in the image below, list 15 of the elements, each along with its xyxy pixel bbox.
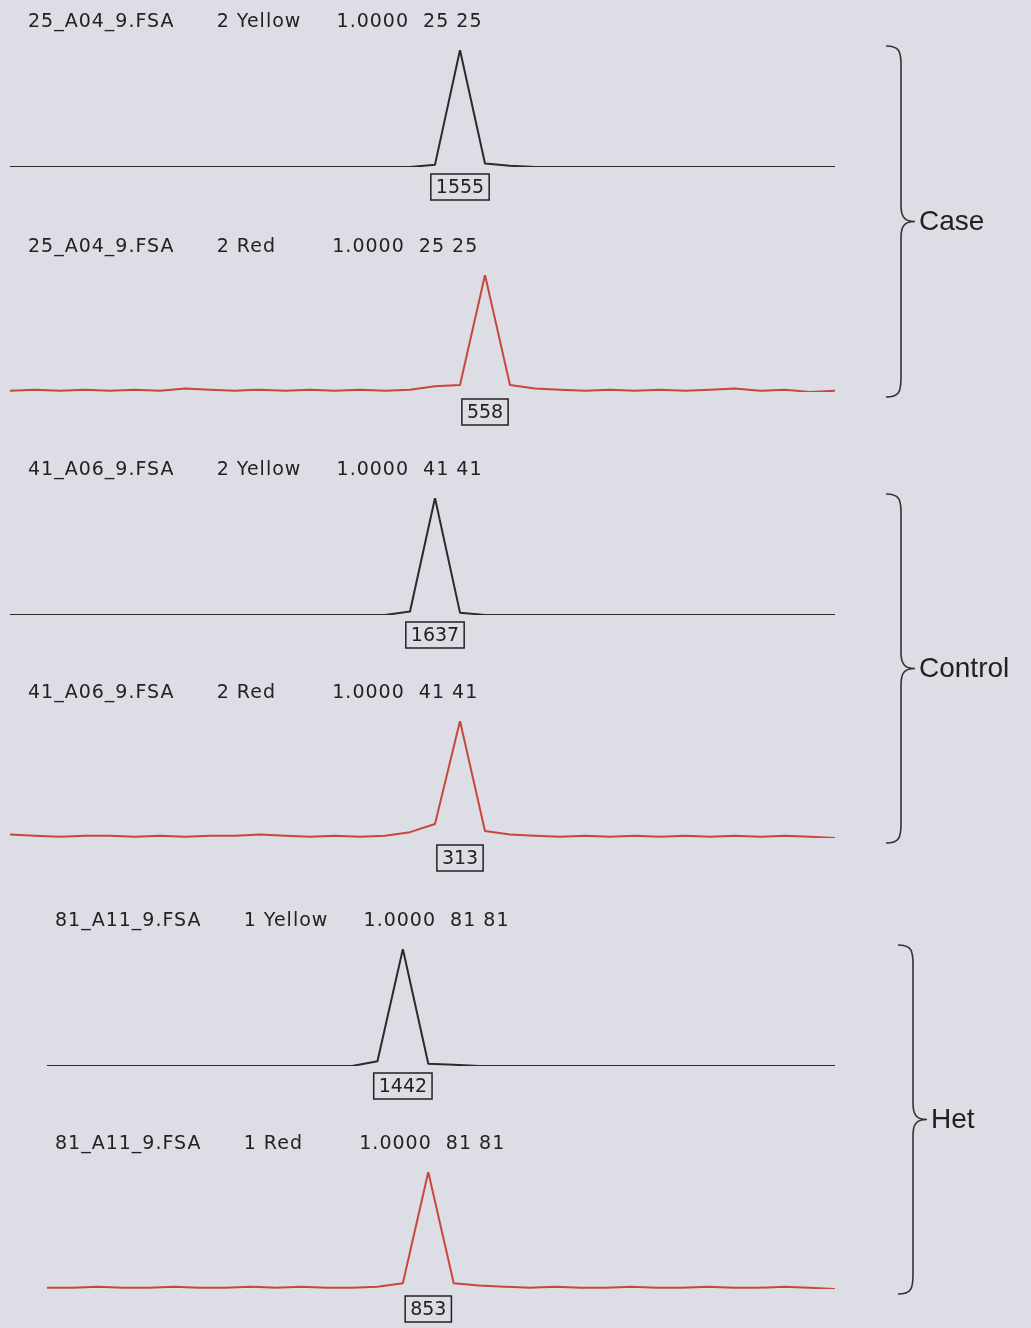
- text: 1637: [410, 622, 460, 645]
- chart-title: 41_A06_9.FSA 2 Red 1.0000 41 41: [28, 679, 479, 703]
- text: Het: [931, 1102, 975, 1135]
- chart-title: 81_A11_9.FSA 1 Yellow 1.0000 81 81: [55, 907, 510, 931]
- text: Case: [919, 204, 985, 237]
- chart-title: 25_A04_9.FSA 2 Red 1.0000 25 25: [28, 233, 479, 257]
- text: 313: [441, 845, 479, 868]
- text: 1555: [435, 174, 485, 197]
- chart-title: 25_A04_9.FSA 2 Yellow 1.0000 25 25: [28, 8, 483, 32]
- text: Control: [919, 651, 1010, 684]
- chart-title: 81_A11_9.FSA 1 Red 1.0000 81 81: [55, 1130, 506, 1154]
- text: 558: [466, 399, 504, 422]
- text: 853: [410, 1296, 447, 1319]
- chart-title: 41_A06_9.FSA 2 Yellow 1.0000 41 41: [28, 456, 483, 480]
- text: 1442: [378, 1073, 428, 1096]
